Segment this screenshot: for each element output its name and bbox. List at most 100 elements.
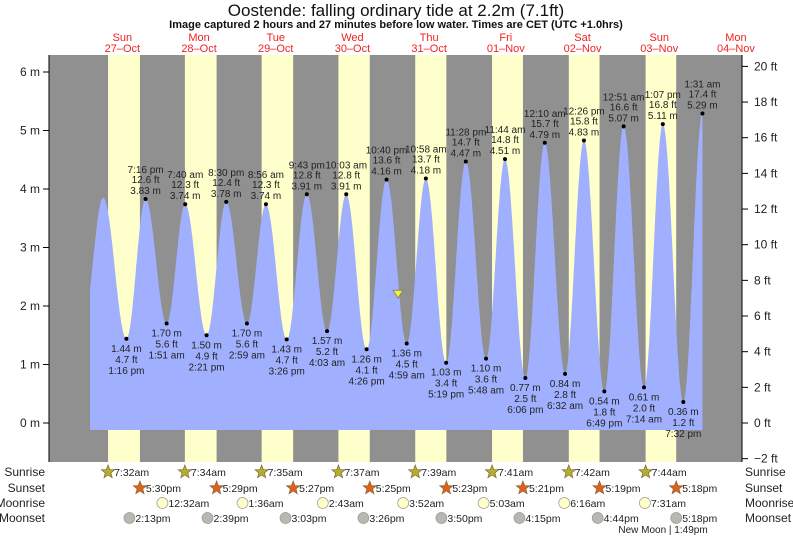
day-label: Fri bbox=[499, 32, 512, 44]
moonset-time: 3:26pm bbox=[369, 513, 404, 525]
date-label: 02–Nov bbox=[564, 43, 602, 55]
high-tide-ft: 12.8 ft bbox=[332, 170, 360, 181]
high-tide-ft: 14.7 ft bbox=[452, 138, 480, 149]
high-tide-ft: 12.6 ft bbox=[132, 175, 160, 186]
low-tide-m: 0.61 m bbox=[629, 392, 660, 403]
moonset-time: 5:18pm bbox=[682, 513, 717, 525]
sunrise-icon bbox=[100, 464, 116, 479]
high-tide-m: 3.83 m bbox=[130, 186, 161, 197]
moonrise-icon bbox=[156, 497, 169, 509]
sunset-icon bbox=[132, 480, 148, 495]
low-tide-m: 1.70 m bbox=[151, 329, 182, 340]
moonset-icon bbox=[357, 512, 370, 524]
y-tick-label-ft: 4 ft bbox=[754, 345, 771, 359]
high-tide-ft: 15.8 ft bbox=[570, 116, 598, 127]
sunrise-row-label: Sunrise bbox=[4, 465, 45, 479]
sunrise-icon bbox=[638, 464, 654, 479]
low-tide-time: 4:03 am bbox=[309, 358, 345, 369]
sunset-icon bbox=[515, 480, 531, 495]
sunrise-icon bbox=[484, 464, 500, 479]
high-tide-ft: 12.8 ft bbox=[293, 170, 321, 181]
sunset-time: 5:25pm bbox=[376, 483, 411, 495]
moonset-time: 2:39pm bbox=[214, 513, 249, 525]
sunrise-time: 7:41am bbox=[498, 467, 533, 479]
day-label: Sun bbox=[649, 32, 669, 44]
high-tide-m: 3.74 m bbox=[170, 191, 201, 202]
high-tide-ft: 12.3 ft bbox=[252, 180, 280, 191]
moonset-icon bbox=[123, 512, 136, 524]
low-tide-time: 1:51 am bbox=[149, 351, 185, 362]
low-tide-point bbox=[602, 389, 607, 394]
low-tide-ft: 4.7 ft bbox=[115, 355, 137, 366]
date-label: 27–Oct bbox=[105, 43, 140, 55]
high-tide-time: 1:31 am bbox=[684, 80, 720, 91]
low-tide-point bbox=[244, 321, 249, 326]
moon-phase: New Moon | 1:49pm bbox=[618, 525, 707, 536]
date-label: 03–Nov bbox=[640, 43, 678, 55]
moonrise-row-label: Moonrise bbox=[0, 496, 45, 510]
low-tide-ft: 1.2 ft bbox=[672, 418, 694, 429]
sunrise-time: 7:35am bbox=[268, 467, 303, 479]
high-tide-time: 9:43 pm bbox=[289, 160, 325, 171]
low-tide-ft: 2.5 ft bbox=[514, 394, 536, 405]
sunrise-icon bbox=[254, 464, 270, 479]
low-tide-time: 2:21 pm bbox=[188, 362, 224, 373]
sunset-time: 5:27pm bbox=[299, 483, 334, 495]
high-tide-time: 10:58 am bbox=[405, 144, 447, 155]
low-tide-ft: 4.5 ft bbox=[396, 359, 418, 370]
sunrise-icon bbox=[561, 464, 577, 479]
sunset-time: 5:21pm bbox=[529, 483, 564, 495]
low-tide-point bbox=[523, 375, 528, 380]
sunset-icon bbox=[208, 480, 225, 495]
high-tide-point bbox=[344, 192, 349, 197]
y-tick-label-ft: 16 ft bbox=[754, 131, 778, 145]
high-tide-time: 11:44 am bbox=[485, 125, 526, 136]
high-tide-ft: 13.6 ft bbox=[373, 156, 401, 167]
moonset-time: 3:03pm bbox=[291, 513, 326, 525]
y-tick-label-ft: 10 ft bbox=[754, 238, 778, 252]
low-tide-ft: 4.1 ft bbox=[355, 365, 377, 376]
low-tide-m: 1.03 m bbox=[431, 368, 462, 379]
low-tide-m: 1.26 m bbox=[351, 354, 382, 365]
low-tide-ft: 5.2 ft bbox=[316, 347, 338, 358]
high-tide-m: 4.51 m bbox=[490, 146, 521, 157]
moonset-time: 3:50pm bbox=[447, 513, 482, 525]
high-tide-time: 10:40 pm bbox=[366, 146, 408, 157]
high-tide-point bbox=[542, 140, 547, 145]
y-tick-label-ft: 18 ft bbox=[754, 95, 778, 109]
y-tick-label-m: 4 m bbox=[20, 182, 40, 196]
low-tide-point bbox=[284, 337, 289, 342]
sunset-time: 5:19pm bbox=[606, 483, 641, 495]
high-tide-ft: 16.8 ft bbox=[649, 100, 677, 111]
high-tide-ft: 12.3 ft bbox=[171, 180, 199, 191]
high-tide-m: 3.91 m bbox=[292, 181, 323, 192]
y-tick-label-ft: 8 ft bbox=[754, 273, 771, 287]
low-tide-time: 4:26 pm bbox=[349, 376, 385, 387]
sunset-icon bbox=[591, 480, 608, 495]
moonset-row-label-right: Moonset bbox=[745, 511, 792, 525]
moonrise-row-label-right: Moonrise bbox=[745, 496, 793, 510]
moonset-time: 4:15pm bbox=[525, 513, 560, 525]
moonrise-time: 3:52am bbox=[409, 498, 444, 510]
moonrise-time: 2:43am bbox=[329, 498, 364, 510]
date-label: 31–Oct bbox=[411, 43, 446, 55]
low-tide-m: 1.70 m bbox=[232, 329, 263, 340]
sunrise-icon bbox=[330, 464, 347, 479]
high-tide-time: 12:10 am bbox=[524, 109, 566, 120]
moonset-icon bbox=[201, 512, 214, 524]
high-tide-time: 7:40 am bbox=[167, 170, 203, 181]
moonrise-time: 6:16am bbox=[570, 498, 605, 510]
low-tide-time: 6:49 pm bbox=[586, 418, 622, 429]
high-tide-time: 11:28 pm bbox=[445, 128, 486, 139]
moonrise-icon bbox=[477, 497, 490, 509]
low-tide-ft: 2.0 ft bbox=[633, 403, 655, 414]
moonrise-icon bbox=[397, 497, 410, 509]
high-tide-point bbox=[621, 124, 626, 129]
current-tide-marker bbox=[392, 289, 404, 300]
low-tide-m: 0.77 m bbox=[510, 383, 541, 394]
moonset-icon bbox=[279, 512, 292, 524]
high-tide-point bbox=[183, 202, 188, 207]
moonrise-time: 12:32am bbox=[168, 498, 209, 510]
low-tide-time: 1:16 pm bbox=[108, 366, 144, 377]
